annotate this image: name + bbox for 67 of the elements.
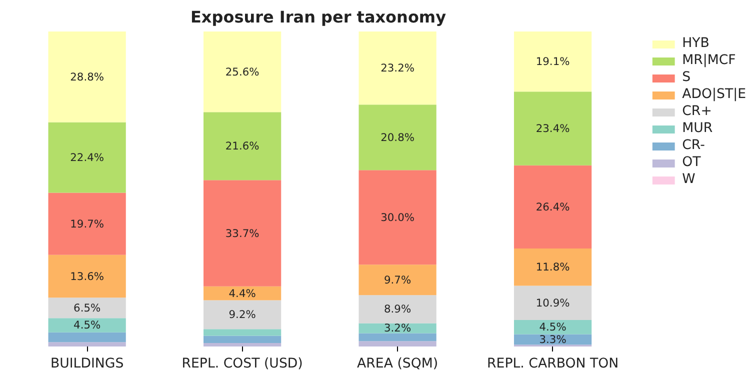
- data-label: 6.5%: [74, 301, 101, 314]
- bar: [358, 104, 436, 170]
- bar: [514, 320, 592, 334]
- bar: [48, 342, 126, 346]
- data-label: 26.4%: [536, 200, 570, 214]
- legend-label: CR-: [682, 138, 705, 153]
- data-label: 22.4%: [70, 151, 104, 164]
- legend-label: HYB: [682, 36, 710, 51]
- data-label: 30.0%: [380, 210, 414, 224]
- data-label: 4.4%: [228, 286, 256, 300]
- bar: [204, 336, 282, 344]
- legend-label: MUR: [682, 121, 713, 136]
- bar: [204, 112, 282, 180]
- bar: [204, 329, 282, 336]
- bar: [358, 264, 436, 296]
- data-label: 25.6%: [225, 65, 260, 78]
- data-label: 8.9%: [384, 302, 412, 316]
- data-label: 11.8%: [536, 260, 570, 274]
- bar: [514, 248, 592, 286]
- bar: [204, 300, 282, 330]
- bar: [358, 333, 436, 342]
- x-tick-label: AREA (SQM): [357, 356, 438, 372]
- x-tick-label: REPL. COST (USD): [182, 356, 303, 372]
- bar: [48, 192, 126, 255]
- data-label: 20.8%: [380, 130, 414, 144]
- bar: [358, 341, 436, 346]
- legend-label: W: [682, 172, 696, 187]
- legend-label: S: [682, 70, 692, 85]
- bar: [514, 165, 592, 249]
- data-label: 28.8%: [70, 70, 104, 84]
- data-label: 3.3%: [539, 332, 566, 346]
- chart-title: Exposure Iran per taxonomy: [190, 8, 447, 26]
- legend-label: ADO|ST|E: [682, 87, 746, 102]
- bar: [358, 323, 436, 334]
- data-label: 13.6%: [70, 270, 104, 283]
- data-label: 3.2%: [384, 322, 412, 335]
- bar: [514, 32, 592, 92]
- data-label: 23.2%: [380, 62, 414, 75]
- data-label: 19.1%: [536, 55, 570, 68]
- bar: [358, 32, 436, 105]
- x-tick-label: REPL. CARBON TON: [487, 356, 619, 372]
- data-label: 23.4%: [536, 122, 570, 136]
- bar: [204, 343, 282, 346]
- bar: [48, 122, 126, 193]
- bar: [48, 318, 126, 332]
- bar: [204, 180, 282, 286]
- bar: [358, 170, 436, 265]
- data-label: 10.9%: [536, 296, 570, 310]
- x-tick-label: BUILDINGS: [50, 356, 124, 372]
- data-label: 33.7%: [225, 226, 260, 240]
- legend-label: MR|MCF: [682, 53, 736, 68]
- data-label: 21.6%: [225, 140, 260, 153]
- bar: [48, 32, 126, 122]
- data-label: 4.5%: [539, 320, 566, 334]
- bar: [48, 298, 126, 318]
- bar: [514, 286, 592, 320]
- data-label: 4.5%: [74, 318, 101, 332]
- bar: [204, 32, 282, 112]
- bar: [358, 295, 436, 324]
- bar: [514, 92, 592, 166]
- data-label: 19.7%: [70, 217, 104, 230]
- data-label: 9.7%: [384, 273, 412, 286]
- bar: [48, 332, 126, 342]
- legend-label: OT: [682, 155, 702, 170]
- bar: [48, 254, 126, 298]
- data-label: 9.2%: [228, 308, 256, 322]
- legend-label: CR+: [682, 104, 712, 119]
